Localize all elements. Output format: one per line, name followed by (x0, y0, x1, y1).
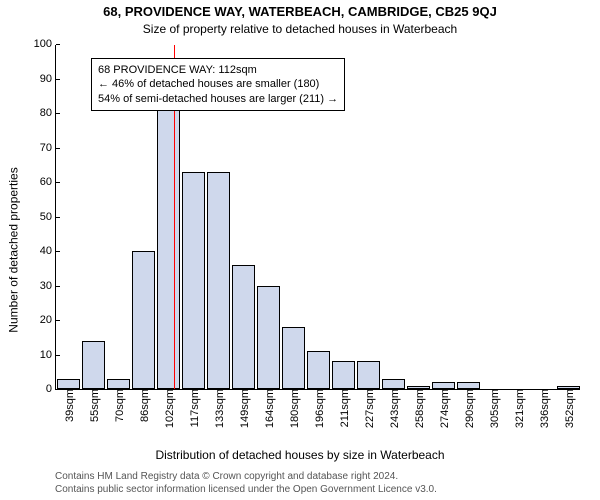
bar (457, 382, 481, 389)
x-tick: 227sqm (362, 389, 376, 428)
x-tick: 180sqm (287, 389, 301, 428)
y-tick: 80 (40, 107, 56, 119)
bar (157, 106, 181, 389)
bar (357, 361, 381, 389)
bar (257, 286, 281, 390)
x-tick: 274sqm (437, 389, 451, 428)
x-tick: 86sqm (137, 389, 151, 422)
chart-title: 68, PROVIDENCE WAY, WATERBEACH, CAMBRIDG… (0, 4, 600, 19)
plot-area: 0102030405060708090100 39sqm55sqm70sqm86… (55, 45, 580, 390)
x-tick: 211sqm (337, 389, 351, 427)
annotation-line: 54% of semi-detached houses are larger (… (98, 92, 338, 106)
annotation-box: 68 PROVIDENCE WAY: 112sqm← 46% of detach… (91, 58, 345, 111)
y-tick: 60 (40, 176, 56, 188)
x-axis-label: Distribution of detached houses by size … (0, 448, 600, 462)
x-tick: 133sqm (212, 389, 226, 428)
bar (232, 265, 256, 389)
x-tick: 336sqm (537, 389, 551, 428)
y-tick: 0 (46, 383, 56, 395)
bar (82, 341, 106, 389)
y-tick: 40 (40, 245, 56, 257)
x-tick: 258sqm (412, 389, 426, 428)
x-tick: 149sqm (237, 389, 251, 428)
y-tick: 50 (40, 211, 56, 223)
bar (307, 351, 331, 389)
y-tick: 30 (40, 280, 56, 292)
x-tick: 196sqm (312, 389, 326, 428)
y-axis-label: Number of detached properties (7, 167, 21, 332)
y-axis-label-wrap: Number of detached properties (6, 0, 22, 500)
y-tick: 100 (34, 38, 56, 50)
chart-root: 68, PROVIDENCE WAY, WATERBEACH, CAMBRIDG… (0, 0, 600, 500)
bar (282, 327, 306, 389)
bar (382, 379, 406, 389)
annotation-line: ← 46% of detached houses are smaller (18… (98, 77, 338, 91)
x-tick: 117sqm (187, 389, 201, 427)
x-tick: 305sqm (487, 389, 501, 428)
bar (132, 251, 156, 389)
attribution-line-1: Contains HM Land Registry data © Crown c… (55, 471, 592, 484)
x-tick: 243sqm (387, 389, 401, 428)
bar (332, 361, 356, 389)
bar (207, 172, 231, 389)
attribution: Contains HM Land Registry data © Crown c… (55, 471, 592, 496)
x-tick: 55sqm (87, 389, 101, 422)
x-tick: 164sqm (262, 389, 276, 428)
x-tick: 321sqm (512, 389, 526, 428)
x-tick: 39sqm (62, 389, 76, 422)
annotation-line: 68 PROVIDENCE WAY: 112sqm (98, 63, 338, 77)
x-tick: 352sqm (562, 389, 576, 428)
y-tick: 20 (40, 314, 56, 326)
y-tick: 10 (40, 349, 56, 361)
x-tick: 70sqm (112, 389, 126, 422)
x-tick: 290sqm (462, 389, 476, 428)
chart-subtitle: Size of property relative to detached ho… (0, 22, 600, 36)
x-tick: 102sqm (162, 389, 176, 428)
bar (57, 379, 81, 389)
y-tick: 90 (40, 73, 56, 85)
attribution-line-2: Contains public sector information licen… (55, 484, 592, 497)
bar (107, 379, 131, 389)
bar (432, 382, 456, 389)
y-tick: 70 (40, 142, 56, 154)
bar (182, 172, 206, 389)
